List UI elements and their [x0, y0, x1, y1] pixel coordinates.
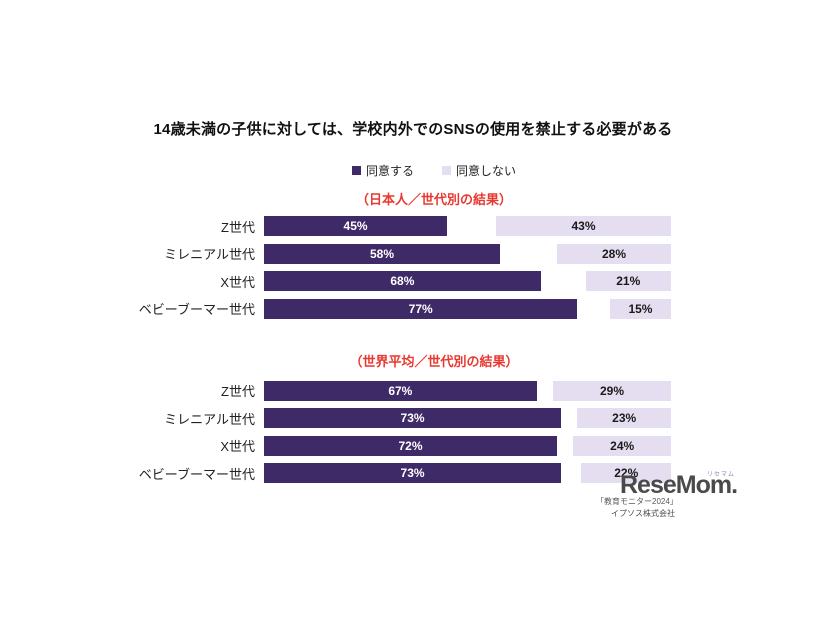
- agree-bar: 73%: [264, 463, 562, 483]
- category-label: Z世代: [221, 219, 255, 235]
- source-caption: 「教育モニター2024」: [596, 497, 678, 506]
- logo-ruby-text: リセマム: [707, 472, 736, 478]
- chart-japan-rows: Z世代 45% 43% ミレニアル世代 58% 28% X世代 68% 21% ベビーブーマー世代…: [0, 216, 826, 319]
- legend-agree-label: 同意する: [365, 164, 414, 178]
- bar-track: 45% 43%: [264, 216, 671, 236]
- section-title-japan: （日本人／世代別の結果）: [355, 192, 512, 207]
- chart-row: ベビーブーマー世代 73% 22%: [0, 463, 826, 483]
- agree-bar: 58%: [264, 243, 501, 264]
- disagree-value: 23%: [612, 411, 637, 425]
- category-label: ベビーブーマー世代: [138, 302, 255, 317]
- bar-track: 72% 24%: [264, 435, 671, 456]
- category-label: ミレニアル世代: [164, 247, 255, 262]
- agree-bar: 67%: [264, 380, 537, 401]
- bar-track: 58% 28%: [264, 243, 671, 264]
- source-footer: 「教育モニター2024」 イプソス株式会社 リセマム ReseMom.: [594, 470, 744, 522]
- disagree-value: 15%: [628, 301, 653, 316]
- agree-bar: 45%: [264, 216, 448, 236]
- disagree-value: 22%: [614, 466, 639, 480]
- agree-value: 45%: [343, 219, 368, 233]
- agree-value: 73%: [400, 411, 425, 425]
- chart-row: ミレニアル世代 58% 28%: [0, 243, 826, 264]
- chart-world-rows: Z世代 67% 29% ミレニアル世代 73% 23% X世代 72% 24% ベビーブーマー世代…: [0, 380, 826, 483]
- agree-value: 72%: [398, 438, 423, 453]
- logo-text: ReseMom.: [620, 471, 738, 499]
- legend: 同意する 同意しない: [21, 162, 826, 179]
- page-title: 14歳未満の子供に対しては、学校内外でのSNSの使用を禁止する必要がある: [153, 121, 673, 138]
- disagree-bar: 15%: [609, 298, 671, 319]
- disagree-bar: 28%: [557, 243, 671, 264]
- legend-item-agree: 同意する: [351, 162, 414, 179]
- category-label: ベビーブーマー世代: [138, 466, 255, 482]
- agree-value: 73%: [400, 466, 425, 480]
- disagree-bar: 22%: [581, 463, 671, 483]
- legend-item-disagree: 同意しない: [442, 162, 516, 179]
- agree-value: 67%: [388, 383, 413, 398]
- chart-row: Z世代 45% 43%: [0, 216, 826, 236]
- agree-value: 68%: [390, 274, 415, 288]
- category-label: X世代: [220, 439, 255, 454]
- chart-row: Z世代 67% 29%: [0, 380, 826, 401]
- bar-track: 68% 21%: [264, 271, 671, 291]
- agree-bar: 72%: [264, 435, 558, 456]
- agree-bar: 73%: [264, 408, 562, 428]
- agree-value: 77%: [408, 301, 433, 316]
- disagree-value: 24%: [610, 438, 635, 453]
- chart-row: ベビーブーマー世代 77% 15%: [0, 298, 826, 319]
- category-label: X世代: [220, 274, 255, 290]
- section-title-world: （世界平均／世代別の結果）: [349, 353, 519, 369]
- category-label: Z世代: [221, 384, 255, 399]
- disagree-bar: 21%: [585, 271, 671, 291]
- bar-track: 67% 29%: [264, 380, 671, 401]
- agree-bar: 77%: [264, 298, 578, 319]
- bar-track: 73% 23%: [264, 408, 671, 428]
- legend-disagree-label: 同意しない: [456, 164, 517, 178]
- chart-row: X世代 72% 24%: [0, 435, 826, 456]
- chart-japan: （日本人／世代別の結果） Z世代 45% 43% ミレニアル世代 58% 28% X世代 68…: [0, 192, 826, 319]
- disagree-bar: 24%: [573, 435, 671, 456]
- category-label: ミレニアル世代: [164, 411, 255, 427]
- source-company: イプソス株式会社: [611, 509, 675, 518]
- bar-track: 77% 15%: [264, 298, 671, 319]
- bar-track: 73% 22%: [264, 463, 671, 483]
- disagree-bar: 23%: [577, 408, 671, 428]
- disagree-bar: 29%: [552, 380, 671, 401]
- agree-swatch-icon: [351, 166, 361, 175]
- disagree-value: 21%: [616, 274, 641, 288]
- agree-value: 58%: [370, 246, 395, 261]
- chart-row: ミレニアル世代 73% 23%: [0, 408, 826, 428]
- resemom-logo: リセマム ReseMom.: [620, 471, 738, 499]
- chart-row: X世代 68% 21%: [0, 271, 826, 291]
- chart-world: （世界平均／世代別の結果） Z世代 67% 29% ミレニアル世代 73% 23% X世代 7…: [0, 353, 826, 483]
- disagree-value: 43%: [571, 219, 596, 233]
- disagree-bar: 43%: [496, 216, 671, 236]
- disagree-swatch-icon: [442, 166, 451, 175]
- disagree-value: 29%: [599, 383, 624, 398]
- agree-bar: 68%: [264, 271, 541, 291]
- disagree-value: 28%: [602, 246, 627, 261]
